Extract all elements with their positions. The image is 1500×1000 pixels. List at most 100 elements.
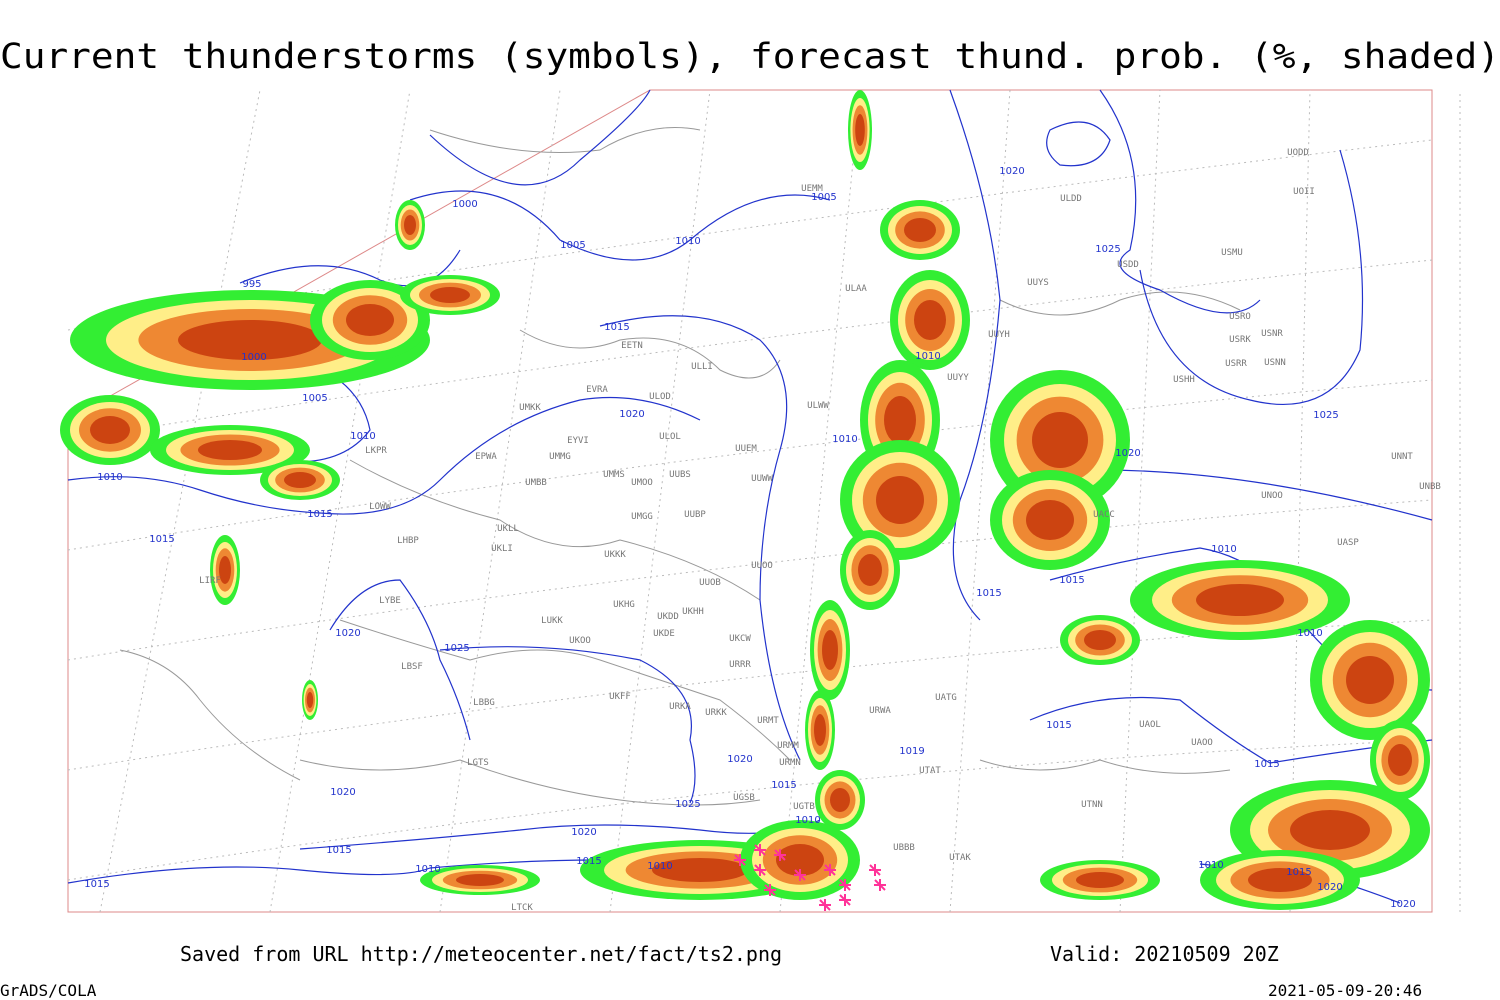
station-label: USRO (1229, 312, 1251, 322)
border (349, 459, 761, 601)
isobar-label: 1005 (302, 393, 327, 404)
isobar-label: 1020 (727, 754, 752, 765)
probability-area (822, 630, 838, 670)
station-label: UUOB (699, 578, 721, 588)
isobar (239, 249, 461, 287)
isobar-label: 1025 (675, 799, 700, 810)
isobar-label: 1020 (619, 409, 644, 420)
isobar-label: 1010 (832, 434, 857, 445)
storm-symbol (774, 849, 786, 861)
isobars (67, 89, 1433, 904)
probability-area (1196, 584, 1284, 616)
isobar (1099, 469, 1433, 521)
station-label: UUYY (947, 373, 969, 383)
isobar-label: 1025 (1095, 244, 1120, 255)
station-label: URKA (669, 702, 691, 712)
isobar (949, 89, 1001, 621)
probability-area (219, 556, 231, 584)
station-label: URMT (757, 716, 779, 726)
station-label: UTNN (1081, 800, 1103, 810)
isobar-label: 1010 (415, 864, 440, 875)
isobar-label: 1015 (1059, 575, 1084, 586)
isobar-label: 1010 (1198, 860, 1223, 871)
borders (119, 127, 1241, 806)
station-label: UGTB (793, 802, 815, 812)
station-label: USHH (1173, 375, 1195, 385)
station-label: LIRF (199, 576, 221, 586)
station-label: URKK (705, 708, 727, 718)
software: GrADS/COLA (0, 981, 97, 1000)
station-label: URMN (779, 758, 801, 768)
probability-area (855, 114, 865, 146)
probability-area (904, 218, 936, 242)
station-label: ULAA (845, 284, 867, 294)
storm-symbol (794, 869, 806, 881)
probability-area (830, 788, 850, 812)
graticule-line (67, 499, 1433, 661)
probability-area (1084, 630, 1116, 650)
border (339, 619, 791, 761)
isobar (1099, 89, 1261, 314)
isobar-label: 1025 (1313, 410, 1338, 421)
coastline (119, 649, 301, 781)
station-label: URWA (869, 706, 891, 716)
isobar-label: 1010 (97, 472, 122, 483)
station-label: UMOO (631, 478, 653, 488)
valid-time: Valid: 20210509 20Z (1050, 942, 1279, 966)
station-label: UMGG (631, 512, 653, 522)
probability-area (346, 304, 394, 336)
station-label: UMKK (519, 403, 541, 413)
isobar (439, 646, 696, 804)
isobar-label: 1015 (1286, 867, 1311, 878)
station-label: UUOO (751, 561, 773, 571)
isobar-label: 1010 (1211, 544, 1236, 555)
isobar-label: 1015 (576, 856, 601, 867)
station-label: UMMS (603, 470, 625, 480)
storm-symbol (874, 879, 886, 891)
station-label: UAOO (1191, 738, 1213, 748)
thunderstorm-probability-shading (60, 90, 1430, 910)
isobar-label: 1020 (1115, 448, 1140, 459)
station-label: UUYH (988, 330, 1010, 340)
isobar (409, 190, 831, 261)
graticule-line (99, 89, 261, 913)
station-label: LKPR (365, 446, 387, 456)
station-label: USNN (1264, 358, 1286, 368)
probability-area (1388, 744, 1412, 776)
coastline (519, 329, 781, 379)
isobar-label: 1015 (771, 780, 796, 791)
station-label: USDD (1117, 260, 1139, 270)
storm-symbol (839, 894, 851, 906)
station-label: UKLL (497, 524, 519, 534)
probability-area (404, 215, 416, 235)
storm-symbol (819, 899, 831, 911)
station-label: ULWW (807, 401, 829, 411)
isobar-label: 1010 (647, 861, 672, 872)
station-label: USNR (1261, 329, 1283, 339)
title: Current thunderstorms (symbols), forecas… (0, 37, 1500, 77)
graticule-line (439, 89, 561, 913)
isobar-label: 1025 (444, 643, 469, 654)
probability-area (198, 440, 262, 460)
probability-area (814, 714, 826, 746)
probability-area (1248, 868, 1312, 892)
isobar-label: 1015 (1254, 759, 1279, 770)
probability-area (306, 692, 314, 708)
station-label: UODD (1287, 148, 1309, 158)
station-label: UKHG (613, 600, 635, 610)
isobar-label: 1000 (452, 199, 477, 210)
station-label: URRR (729, 660, 751, 670)
isobar-label: 1020 (330, 787, 355, 798)
source-url: Saved from URL http://meteocenter.net/fa… (180, 942, 782, 966)
isobar-label: 1020 (571, 827, 596, 838)
station-label: UNNT (1391, 452, 1413, 462)
station-label: LOWW (369, 502, 391, 512)
border (979, 759, 1231, 774)
graticule-line (67, 259, 1433, 441)
station-label: ULLI (691, 362, 713, 372)
graticule-line (269, 89, 411, 913)
probability-area (1346, 656, 1394, 704)
isobar-label: 1010 (675, 236, 700, 247)
station-label: EVRA (586, 385, 608, 395)
